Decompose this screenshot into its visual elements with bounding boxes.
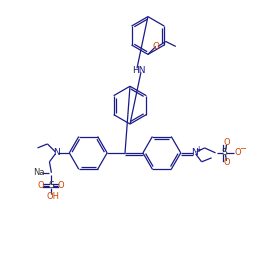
Text: S: S [49,181,54,190]
Text: O: O [152,42,159,51]
Text: HN: HN [132,66,146,75]
Text: O: O [234,149,241,157]
Text: N: N [53,149,60,157]
Text: +: + [196,145,202,155]
Text: S: S [222,149,227,157]
Text: OH: OH [47,192,60,201]
Text: O: O [57,181,64,190]
Text: N: N [191,149,198,157]
Text: O: O [223,138,230,147]
Text: O: O [37,181,44,190]
Text: −: − [239,144,246,153]
Text: O: O [223,158,230,167]
Text: Na: Na [33,168,44,177]
